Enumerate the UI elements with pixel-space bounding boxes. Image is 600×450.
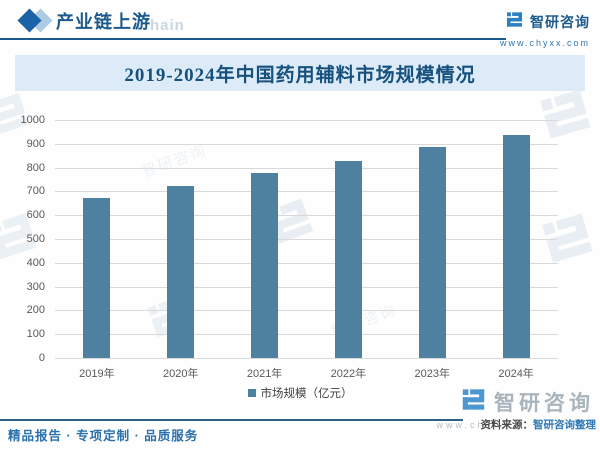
source-value: 智研咨询整理 [533,419,596,431]
x-axis-tick-label: 2021年 [246,368,283,380]
gridline [55,262,558,264]
bar-2022年 [334,160,362,358]
section-title: 产业链上游 [56,12,151,32]
legend-marker-swatch [247,389,256,397]
gridline [55,120,558,121]
diamond-bullet-icon [17,8,60,33]
gridline [55,191,558,193]
watermark-text-fragment: hain [150,17,185,34]
brand-block-bottom: 智研咨询 [460,386,594,418]
brand-block-top: 智研咨询 www.chyxx.com [500,10,590,48]
bar-2024年 [502,135,530,358]
gridline [55,358,558,359]
x-axis-tick-label: 2020年 [163,368,199,380]
y-axis-tick-label: 700 [26,185,45,198]
y-axis-tick-label: 400 [26,256,45,269]
gridline [55,310,558,312]
y-axis-tick-label: 300 [26,280,45,293]
y-axis-tick-label: 1000 [20,114,45,126]
chart-title: 2019-2024年中国药用辅料市场规模情况 [124,64,476,86]
zhiyan-logo-icon [460,386,487,418]
bar-2019年 [83,198,111,358]
x-axis-tick-label: 2023年 [414,368,450,380]
zhiyan-logo-icon [505,10,524,34]
source-attribution: www.chyxx.com 资料来源： 智研咨询整理 [437,417,597,432]
source-label: 资料来源： [480,419,534,431]
gridline [55,239,558,240]
chart-legend: 市场规模（亿元） [0,385,600,401]
brand-name-gray: 智研咨询 [494,392,594,415]
y-axis-tick-label: 200 [26,304,45,317]
brand-name: 智研咨询 [530,14,590,30]
gridline [55,286,558,288]
footer-divider [0,419,463,421]
y-axis-tick-label: 100 [26,328,45,341]
y-axis-tick-label: 500 [26,233,45,245]
chart-title-band: 2019-2024年中国药用辅料市场规模情况 [15,55,585,91]
brand-website-partial: www.chyxx.com [436,419,481,430]
y-axis-tick-label: 0 [38,352,45,364]
x-axis-tick-label: 2022年 [330,368,367,380]
header-divider [0,38,506,40]
bar-2021年 [251,173,279,358]
gridline [55,167,558,169]
x-axis-tick-label: 2019年 [79,368,115,380]
gridline [55,143,558,145]
page-header: 产业链上游 智研咨询 www.chyxx.com [0,0,600,48]
y-axis-tick-label: 800 [26,161,45,174]
x-axis-tick-label: 2024年 [498,368,534,380]
gridline [55,215,558,217]
bar-2023年 [418,147,446,358]
y-axis-tick-label: 900 [26,137,45,150]
y-axis-tick-label: 600 [26,209,45,222]
bar-2020年 [167,185,195,358]
bar-chart-plot-area: 0 100 200 300 400 500 600 700 800 900 1000 2019年 202… [21,114,558,380]
footer-tagline: 精品报告 · 专项定制 · 品质服务 [8,429,199,443]
legend-label: 市场规模（亿元） [260,388,353,400]
gridline [55,334,558,336]
brand-website-link[interactable]: www.chyxx.com [499,38,590,48]
